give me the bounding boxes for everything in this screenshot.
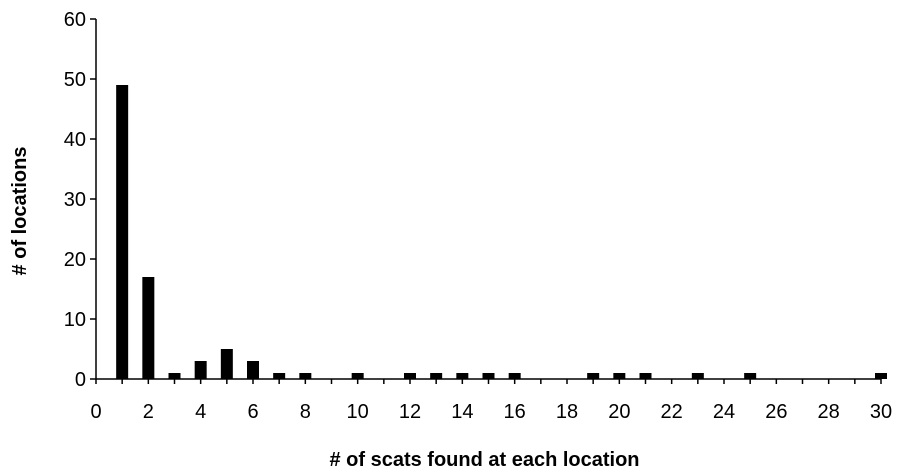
bar [351,373,364,379]
bar [613,373,626,379]
x-tick-label: 4 [195,401,206,423]
x-tick-label: 0 [90,401,101,423]
bar [691,373,704,379]
x-tick-label: 8 [300,401,311,423]
axes-group [95,19,881,380]
y-axis-ticks: 0 10 20 30 40 50 60 [64,9,96,391]
bar [116,85,129,379]
x-axis-ticks: 0 2 4 6 8 10 12 14 16 18 20 22 24 26 28 30 [90,379,892,423]
x-tick-label: 6 [247,401,258,423]
y-tick-label: 60 [64,9,86,31]
bar [273,373,286,379]
bar [404,373,416,379]
x-tick-label: 26 [765,401,787,423]
bar [194,361,207,379]
bar [744,373,757,379]
x-tick-label: 16 [504,401,526,423]
x-tick-label: 28 [818,401,840,423]
x-tick-label: 30 [870,401,892,423]
bar [142,277,155,379]
bar [168,373,181,379]
y-tick-label: 0 [75,369,86,391]
x-tick-label: 24 [713,401,735,423]
x-tick-label: 10 [347,401,369,423]
bar [875,373,887,379]
x-tick-label: 14 [451,401,473,423]
y-tick-label: 50 [64,69,86,91]
bars-group [116,85,887,379]
bar [639,373,652,379]
bar [456,373,469,379]
bar [430,373,443,379]
x-tick-label: 18 [556,401,578,423]
bar [220,349,233,379]
bar [508,373,521,379]
x-axis-title: # of scats found at each location [329,449,639,471]
x-tick-label: 2 [143,401,154,423]
y-axis-title: # of locations [9,147,31,276]
x-tick-label: 22 [661,401,683,423]
bar [482,373,495,379]
x-tick-label: 20 [608,401,630,423]
y-tick-label: 30 [64,189,86,211]
x-tick-label: 12 [399,401,421,423]
bar [299,373,312,379]
bar [247,361,259,379]
y-tick-label: 20 [64,249,86,271]
bar [587,373,600,379]
y-tick-label: 40 [64,129,86,151]
y-tick-label: 10 [64,309,86,331]
